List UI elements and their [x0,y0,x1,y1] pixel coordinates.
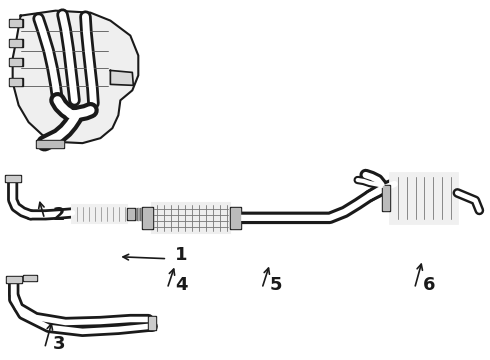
Bar [127,208,135,220]
Bar [5,175,21,182]
Bar [143,208,144,220]
Bar [10,40,21,45]
Bar [7,276,21,282]
Bar [73,205,127,223]
Bar [10,59,21,66]
Text: 3: 3 [52,336,65,354]
Bar [149,318,155,329]
Bar [142,207,153,229]
Polygon shape [13,11,138,143]
Bar [37,141,63,147]
Bar [140,208,141,220]
Bar [9,58,23,67]
Bar [10,80,21,85]
Bar [143,208,151,220]
Bar [148,316,156,330]
Bar [138,208,139,220]
Text: 5: 5 [270,276,282,294]
Text: 1: 1 [175,246,188,264]
Bar [231,208,240,228]
Text: 4: 4 [175,276,188,294]
Bar [9,39,23,46]
Bar [144,209,150,219]
Polygon shape [110,71,133,85]
Bar [9,78,23,86]
Bar [382,185,390,211]
Bar [230,207,241,229]
Bar [24,276,36,280]
Text: 6: 6 [422,276,435,294]
Bar [390,173,457,223]
Bar [6,276,22,283]
Bar [6,176,20,181]
Bar [152,203,230,233]
Bar [36,140,64,148]
Bar [135,208,136,220]
Text: 2: 2 [52,206,65,224]
Bar [10,20,21,26]
Bar [143,208,152,228]
Bar [9,19,23,27]
Bar [23,275,37,280]
Bar [383,186,389,210]
Bar [128,209,134,219]
Bar [137,208,138,220]
Bar [141,208,142,220]
